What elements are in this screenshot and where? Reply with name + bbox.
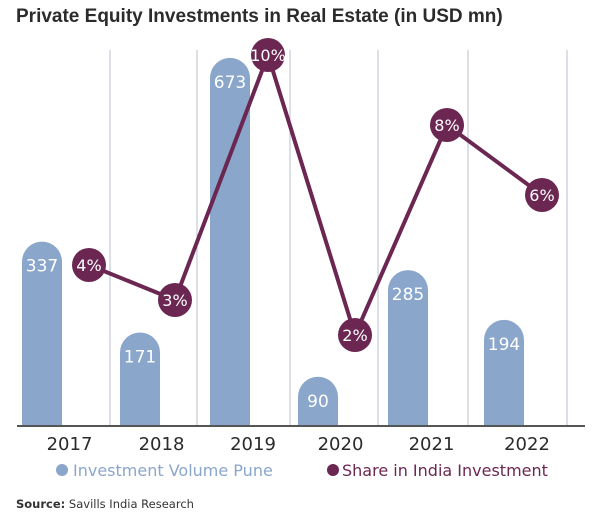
chart-title: Private Equity Investments in Real Estat… — [16, 6, 503, 27]
source-text: Savills India Research — [68, 497, 194, 511]
share-label-2019: 10% — [250, 46, 286, 65]
bar-2022 — [484, 319, 524, 426]
share-label-2022: 6% — [529, 186, 554, 205]
bar-label-2020: 90 — [307, 392, 329, 412]
bar-label-2022: 194 — [488, 335, 520, 355]
bar-2017 — [22, 241, 62, 426]
legend-bar-label: Investment Volume Pune — [73, 461, 273, 480]
share-point-2022 — [525, 178, 559, 212]
bar-label-2021: 285 — [392, 285, 424, 305]
share-label-2020: 2% — [342, 326, 367, 345]
x-tick-2020: 2020 — [318, 434, 364, 455]
bar-2021 — [388, 270, 428, 426]
bar-2019 — [210, 57, 250, 426]
x-tick-2022: 2022 — [504, 434, 550, 455]
share-line — [88, 48, 544, 341]
share-point-2018 — [158, 283, 192, 317]
source-label: Source: — [16, 497, 66, 511]
share-point-2021 — [430, 108, 464, 142]
x-tick-2017: 2017 — [47, 434, 93, 455]
x-tick-2018: 2018 — [139, 434, 185, 455]
x-tick-2021: 2021 — [409, 434, 455, 455]
legend-line-marker — [327, 464, 339, 476]
share-label-2018: 3% — [162, 291, 187, 310]
legend-bar-marker — [56, 464, 68, 476]
bar-label-2017: 337 — [26, 257, 58, 277]
x-tick-2019: 2019 — [230, 434, 276, 455]
share-point-2020 — [338, 318, 372, 352]
bar-2020 — [298, 376, 338, 426]
source-note: Source: Savills India Research — [16, 497, 194, 511]
legend-line-label: Share in India Investment — [342, 461, 548, 480]
bar-label-2019: 673 — [214, 73, 246, 93]
share-point-2017 — [72, 248, 106, 282]
share-label-2017: 4% — [76, 256, 101, 275]
bar-2018 — [120, 332, 160, 426]
bar-label-2018: 171 — [124, 347, 156, 367]
share-label-2021: 8% — [434, 116, 459, 135]
share-point-2019 — [251, 38, 285, 72]
